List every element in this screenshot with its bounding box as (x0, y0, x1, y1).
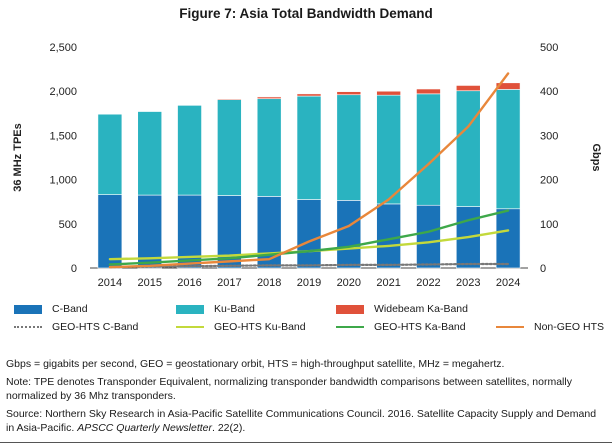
legend-item-widebeam-ka-band: Widebeam Ka-Band (336, 303, 468, 315)
x-tick-label-2023: 2023 (456, 277, 480, 289)
legend-swatch-widebeam-ka-band (336, 304, 364, 314)
chart-notes: Gbps = gigabits per second, GEO = geosta… (6, 357, 606, 439)
bar-ku-band-2024 (495, 89, 521, 210)
bar-widebeam-ka-band-2018 (256, 96, 282, 100)
bar-ku-band-2016 (177, 105, 202, 196)
bottom-divider (0, 442, 612, 443)
legend-swatch-ku-band (176, 304, 204, 314)
bar-ku-band-2023 (455, 90, 481, 207)
legend-swatch-geo-hts-ka-band (336, 326, 364, 328)
x-tick-label-2015: 2015 (137, 277, 161, 289)
line-geo-hts-ka-band (108, 209, 510, 266)
bar-widebeam-ka-band-2022 (416, 88, 441, 95)
source-journal: APSCC Quarterly Newsletter (77, 422, 212, 434)
y-left-tick-label: 500 (59, 219, 77, 231)
y-right-tick-label: 400 (540, 86, 558, 98)
legend-swatch-c-band (14, 304, 42, 314)
bar-ku-band-2014 (97, 113, 123, 195)
legend-label-geo-hts-ka-band: GEO-HTS Ka-Band (374, 321, 466, 333)
x-tick-label-2016: 2016 (177, 277, 201, 289)
bar-ku-band-2020 (336, 94, 362, 201)
bar-widebeam-ka-band-2020 (336, 91, 362, 96)
bar-widebeam-ka-band-2024 (495, 82, 521, 90)
bar-c-band-2022 (416, 204, 441, 269)
source-suffix: . 22(2). (212, 422, 246, 434)
bar-widebeam-ka-band-2017 (217, 98, 242, 100)
source-note: Source: Northern Sky Research in Asia-Pa… (6, 407, 606, 435)
bar-ku-band-2017 (217, 99, 242, 196)
tpe-note: Note: TPE denotes Transponder Equivalent… (6, 376, 572, 402)
abbreviations-note: Gbps = gigabits per second, GEO = geosta… (6, 358, 505, 370)
bar-widebeam-ka-band-2021 (376, 90, 401, 96)
y-left-tick-label: 1,000 (49, 175, 77, 187)
legend-swatch-geo-hts-ku-band (176, 326, 204, 328)
y-right-axis-title: Gbps (590, 143, 602, 171)
y-right-tick-label: 300 (540, 130, 558, 142)
x-tick-label-2018: 2018 (257, 277, 281, 289)
legend-label-geo-hts-c-band: GEO-HTS C-Band (52, 321, 139, 333)
x-tick-label-2021: 2021 (376, 277, 400, 289)
bar-ku-band-2021 (376, 94, 401, 205)
bar-ku-band-2019 (296, 95, 322, 200)
legend-label-widebeam-ka-band: Widebeam Ka-Band (374, 303, 468, 315)
legend-item-non-geo-hts: Non-GEO HTS (496, 321, 604, 333)
bar-c-band-2014 (97, 194, 123, 269)
y-right-tick-label: 100 (540, 219, 558, 231)
bar-c-band-2020 (336, 200, 362, 269)
legend-item-c-band: C-Band (14, 303, 88, 315)
y-left-tick-label: 1,500 (49, 130, 77, 142)
y-right-tick-label: 0 (540, 263, 546, 275)
legend-item-ku-band: Ku-Band (176, 303, 255, 315)
legend-swatch-non-geo-hts (496, 326, 524, 328)
legend-label-geo-hts-ku-band: GEO-HTS Ku-Band (214, 321, 306, 333)
legend-item-geo-hts-ku-band: GEO-HTS Ku-Band (176, 321, 306, 333)
y-left-tick-label: 2,500 (49, 42, 77, 54)
legend-item-geo-hts-c-band: GEO-HTS C-Band (14, 321, 138, 333)
x-tick-label-2024: 2024 (496, 277, 520, 289)
y-right-tick-label: 500 (540, 42, 558, 54)
source-prefix: Source: Northern Sky Research in Asia-Pa… (6, 408, 597, 434)
x-tick-label-2022: 2022 (416, 277, 440, 289)
legend-label-ku-band: Ku-Band (214, 303, 255, 315)
y-left-axis-title: 36 MHz TPEs (12, 123, 24, 191)
legend-item-geo-hts-ka-band: GEO-HTS Ka-Band (336, 321, 466, 333)
bar-c-band-2021 (376, 203, 401, 269)
x-tick-label-2014: 2014 (98, 277, 122, 289)
line-non-geo-hts (108, 72, 510, 269)
y-left-tick-label: 2,000 (49, 86, 77, 98)
bar-ku-band-2022 (416, 93, 441, 206)
legend-label-c-band: C-Band (52, 303, 88, 315)
chart-svg: 0 500 1,000 1,500 2,000 2,500 0 100 200 300 400 500… (12, 42, 602, 289)
x-tick-label-2017: 2017 (217, 277, 241, 289)
x-tick-label-2020: 2020 (337, 277, 361, 289)
y-left-tick-label: 0 (71, 263, 77, 275)
bar-c-band-2024 (495, 208, 521, 269)
legend: C-Band Ku-Band Widebeam Ka-Band GEO-HTS … (14, 303, 612, 339)
legend-label-non-geo-hts: Non-GEO HTS (534, 321, 605, 333)
bar-ku-band-2018 (256, 98, 282, 197)
bar-widebeam-ka-band-2019 (296, 93, 322, 97)
line-geo-hts-c-band (108, 262, 510, 269)
legend-swatch-geo-hts-c-band (14, 326, 42, 328)
bar-c-band-2018 (256, 196, 282, 269)
bar-c-band-2019 (296, 199, 322, 269)
chart-title: Figure 7: Asia Total Bandwidth Demand (179, 6, 433, 21)
bar-c-band-2015 (137, 194, 163, 269)
y-right-tick-label: 200 (540, 175, 558, 187)
x-tick-label-2019: 2019 (297, 277, 321, 289)
bar-ku-band-2015 (137, 111, 163, 196)
bar-widebeam-ka-band-2023 (455, 85, 481, 92)
